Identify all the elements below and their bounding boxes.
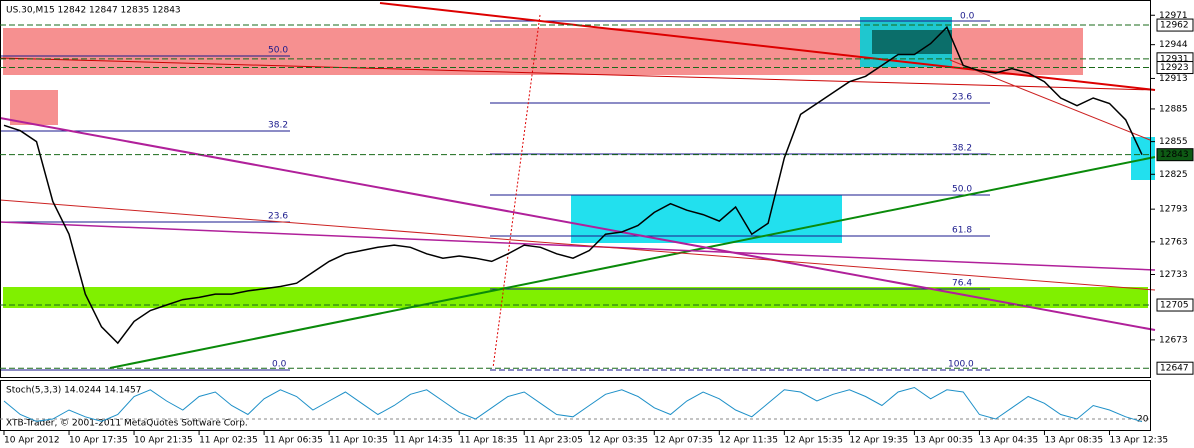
fib-label: 50.0 xyxy=(952,185,972,195)
plot-frame xyxy=(0,0,1151,378)
zone xyxy=(872,30,952,54)
x-tick-label: 11 Apr 06:35 xyxy=(264,436,323,446)
fib-label: 50.0 xyxy=(268,46,288,56)
x-tick-label: 12 Apr 15:35 xyxy=(784,436,843,446)
fib-label: 0.0 xyxy=(960,12,975,22)
fib-label: 61.8 xyxy=(952,226,972,236)
fib-label: 76.4 xyxy=(952,279,972,289)
copyright: XTB-Trader, © 2001-2011 MetaQuotes Softw… xyxy=(6,419,248,429)
chart-title: US.30,M15 12842 12847 12835 12843 xyxy=(6,6,181,16)
price-level-box xyxy=(1156,361,1194,375)
y-tick-label: 12673 xyxy=(1159,335,1188,345)
price-level-label: 12647 xyxy=(1160,364,1189,374)
price-level-box xyxy=(1156,61,1194,75)
x-tick-label: 13 Apr 12:35 xyxy=(1109,436,1168,446)
fib-label: 23.6 xyxy=(952,93,972,103)
y-tick-label: 12763 xyxy=(1159,237,1188,247)
x-tick-label: 12 Apr 19:35 xyxy=(849,436,908,446)
price-level-label: 12923 xyxy=(1160,63,1189,73)
price-level-label: 12843 xyxy=(1160,150,1189,160)
fib-lines xyxy=(0,20,990,371)
y-tick-label: 12944 xyxy=(1159,40,1188,50)
indicator-line xyxy=(3,386,1143,423)
x-tick-label: 11 Apr 14:35 xyxy=(394,436,453,446)
price-level-box xyxy=(1156,18,1194,32)
fib-label: 100.0 xyxy=(948,360,974,370)
y-tick-label: 12855 xyxy=(1159,137,1188,147)
x-tick-label: 10 Apr 2012 xyxy=(4,436,60,446)
price-level-label: 12705 xyxy=(1160,301,1189,311)
x-tick-label: 12 Apr 11:35 xyxy=(719,436,778,446)
x-tick-label: 10 Apr 17:35 xyxy=(69,436,128,446)
y-tick-label: 12885 xyxy=(1159,104,1188,114)
y-tick-label: 12733 xyxy=(1159,270,1188,280)
indicator-tick-label: 20 xyxy=(1137,415,1149,425)
x-tick-label: 13 Apr 08:35 xyxy=(1044,436,1103,446)
price-level-box xyxy=(1156,148,1194,162)
x-tick-label: 13 Apr 04:35 xyxy=(979,436,1038,446)
y-tick-label: 12971 xyxy=(1159,11,1188,21)
zone xyxy=(10,90,58,125)
fib-label: 23.6 xyxy=(268,212,288,222)
x-tick-label: 11 Apr 18:35 xyxy=(459,436,518,446)
x-tick-label: 13 Apr 00:35 xyxy=(914,436,973,446)
y-tick-label: 12825 xyxy=(1159,170,1188,180)
x-tick-label: 11 Apr 02:35 xyxy=(199,436,258,446)
x-tick-label: 12 Apr 03:35 xyxy=(589,436,648,446)
price-level-label: 12962 xyxy=(1160,21,1189,31)
price-level-box xyxy=(1156,298,1194,312)
trend-lines xyxy=(0,2,1156,369)
price-line xyxy=(3,25,1143,345)
x-tick-label: 12 Apr 07:35 xyxy=(654,436,713,446)
fib-label: 0.0 xyxy=(272,360,287,370)
y-tick-label: 12793 xyxy=(1159,205,1188,215)
zone xyxy=(571,195,842,243)
x-tick-label: 11 Apr 23:05 xyxy=(524,436,583,446)
fib-label: 38.2 xyxy=(268,121,288,131)
price-level-label: 12931 xyxy=(1160,54,1189,64)
x-tick-label: 10 Apr 21:35 xyxy=(134,436,193,446)
fib-label: 38.2 xyxy=(952,144,972,154)
y-tick-label: 12913 xyxy=(1159,74,1188,84)
x-tick-label: 11 Apr 10:35 xyxy=(329,436,388,446)
support-zone xyxy=(3,287,1148,308)
indicator-frame xyxy=(0,380,1151,431)
indicator-title: Stoch(5,3,3) 14.0244 14.1457 xyxy=(6,386,141,396)
